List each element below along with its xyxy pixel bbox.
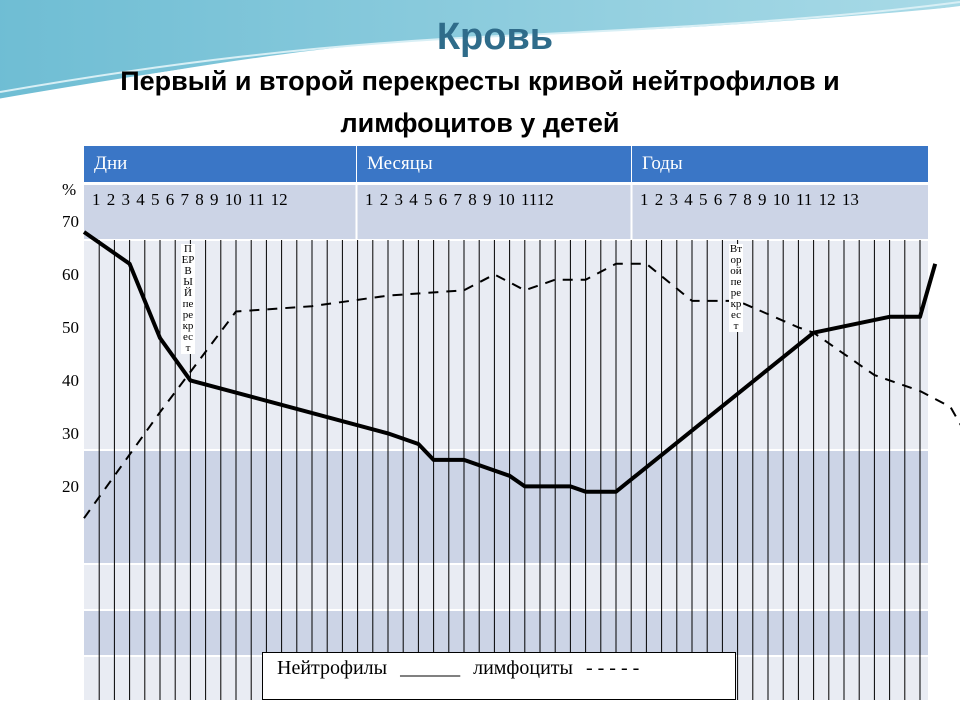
chart-vertical-gridlines [98, 240, 921, 700]
y-tick-label: 40 [62, 371, 79, 390]
header-days: Дни [94, 153, 128, 174]
first-cross-label: ПЕРВЫЙ перекрест [181, 243, 195, 354]
chart-row-bands [84, 183, 928, 700]
plot-band-light [84, 564, 928, 610]
second-cross-label: Второй перекрест [729, 243, 743, 332]
y-tick-label: 20 [62, 477, 79, 496]
plot-band-dark [84, 610, 928, 656]
plot-band-middle [84, 450, 928, 564]
tick-row-band [84, 184, 928, 240]
header-months: Месяцы [367, 153, 433, 174]
table-header-bars [84, 146, 928, 240]
header-bar [357, 146, 631, 182]
y-tick-label: 50 [62, 318, 79, 337]
header-bar [84, 146, 356, 182]
slide-subtitle: Первый и второй перекресты кривой нейтро… [120, 66, 840, 138]
legend-lymphocytes-label: лимфоциты [473, 657, 573, 679]
legend-neutrophils-label: Нейтрофилы [277, 657, 388, 679]
header-bar [632, 146, 928, 182]
y-tick-label: 70 [62, 212, 79, 231]
months-tick-labels: 1 2 3 4 5 6 7 8 9 10 1112 [365, 190, 554, 209]
slide-title: Кровь [436, 16, 554, 58]
chart-legend: Нейтрофилы ______ лимфоциты - - - - - [262, 652, 736, 700]
plot-band-upper [84, 240, 928, 450]
header-years: Годы [642, 153, 683, 174]
series-line-lymphocytes [83, 262, 960, 519]
days-tick-labels: 1 2 3 4 5 6 7 8 9 10 11 12 [92, 190, 288, 209]
header-wave-decoration [0, 0, 960, 102]
legend-neutrophils-line: ______ [400, 657, 461, 679]
y-tick-label: 30 [62, 424, 79, 443]
series-line-neutrophils [82, 230, 938, 494]
legend-lymphocytes-line: - - - - - [585, 657, 640, 679]
years-tick-labels: 1 2 3 4 5 6 7 8 9 10 11 12 13 [640, 190, 859, 209]
chart-series [82, 230, 960, 519]
y-axis-label: % [62, 180, 77, 199]
y-tick-label: 60 [62, 265, 79, 284]
